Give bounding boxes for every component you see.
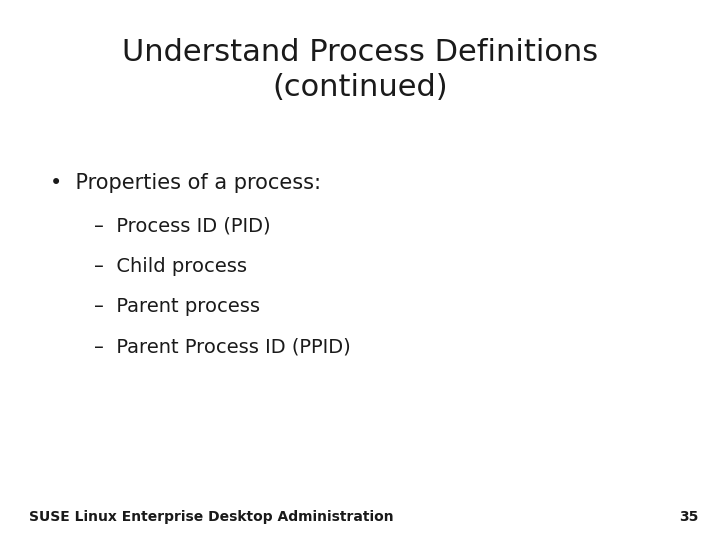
Text: Understand Process Definitions
(continued): Understand Process Definitions (continue…: [122, 38, 598, 102]
Text: –  Child process: – Child process: [94, 256, 246, 275]
Text: –  Process ID (PID): – Process ID (PID): [94, 216, 270, 235]
Text: –  Parent process: – Parent process: [94, 297, 260, 316]
Text: •  Properties of a process:: • Properties of a process:: [50, 173, 321, 193]
Text: SUSE Linux Enterprise Desktop Administration: SUSE Linux Enterprise Desktop Administra…: [29, 510, 393, 524]
Text: –  Parent Process ID (PPID): – Parent Process ID (PPID): [94, 338, 351, 356]
Text: 35: 35: [679, 510, 698, 524]
